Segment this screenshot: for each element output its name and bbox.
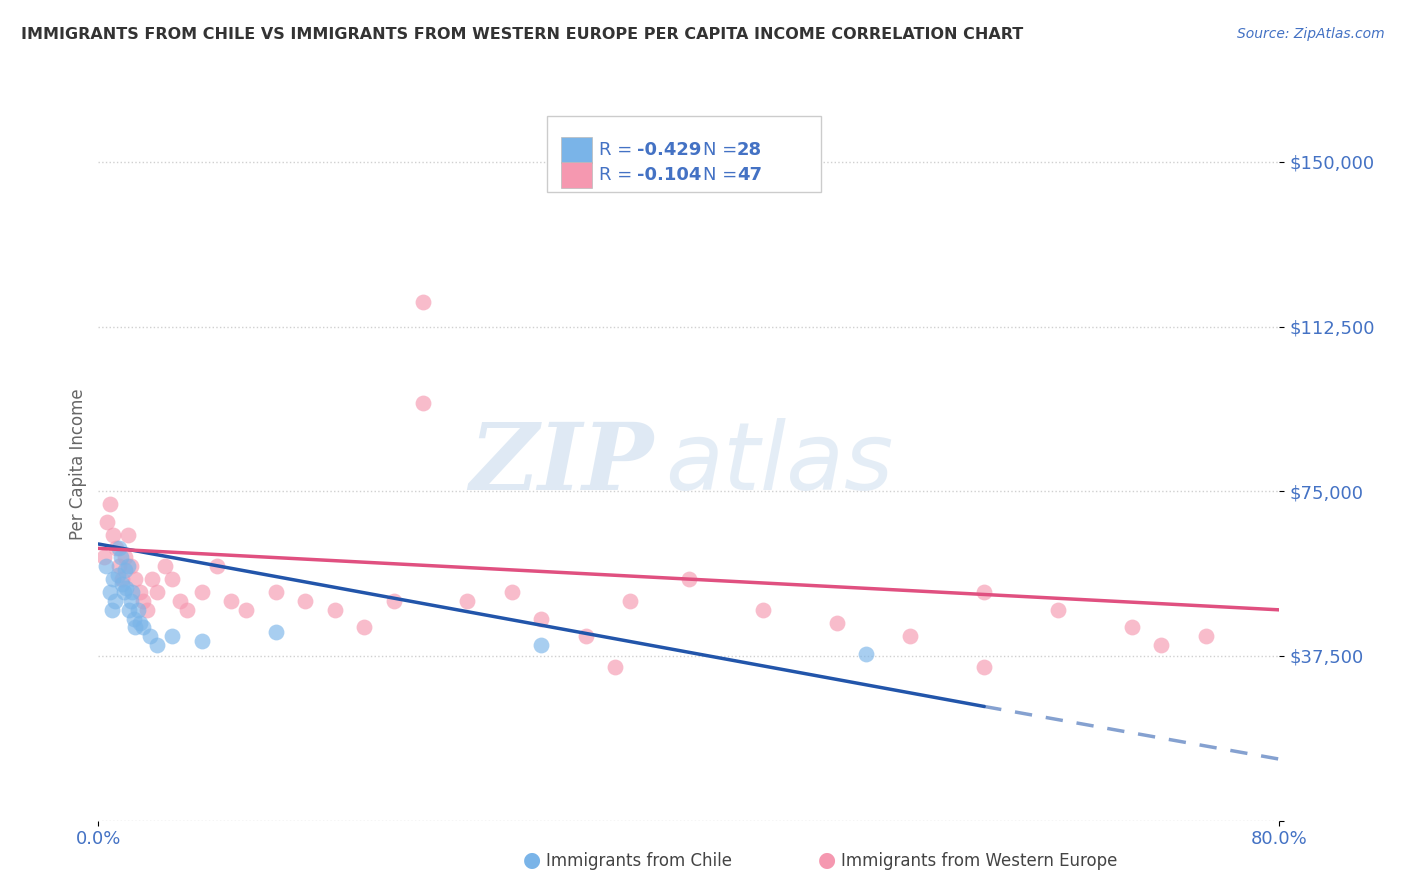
Point — [412, 295, 434, 310]
Point — [120, 594, 142, 608]
Text: R =: R = — [599, 141, 638, 159]
Point — [294, 594, 316, 608]
Point — [855, 647, 877, 661]
Point — [128, 615, 150, 630]
Point — [121, 585, 143, 599]
Text: ●: ● — [523, 850, 541, 870]
Point — [103, 572, 125, 586]
Point — [382, 594, 405, 608]
Point — [153, 558, 176, 573]
Point — [412, 396, 434, 410]
Text: R =: R = — [599, 166, 638, 184]
Point — [176, 603, 198, 617]
Point — [530, 638, 553, 652]
Point — [353, 620, 375, 634]
Point — [111, 576, 134, 591]
Point — [235, 603, 257, 617]
Point — [111, 572, 134, 586]
Point — [139, 629, 162, 643]
Text: 47: 47 — [737, 166, 762, 184]
Text: atlas: atlas — [665, 418, 894, 509]
Point — [825, 615, 848, 630]
Point — [115, 581, 138, 595]
Point — [1046, 603, 1069, 617]
Point — [900, 629, 922, 643]
Point — [323, 603, 346, 617]
Point — [108, 541, 131, 556]
Text: IMMIGRANTS FROM CHILE VS IMMIGRANTS FROM WESTERN EUROPE PER CAPITA INCOME CORREL: IMMIGRANTS FROM CHILE VS IMMIGRANTS FROM… — [21, 27, 1024, 42]
Point — [117, 528, 139, 542]
Point — [678, 572, 700, 586]
Point — [501, 585, 523, 599]
Text: Immigrants from Chile: Immigrants from Chile — [546, 852, 731, 870]
Point — [162, 572, 183, 586]
Text: Source: ZipAtlas.com: Source: ZipAtlas.com — [1237, 27, 1385, 41]
Point — [98, 498, 121, 512]
Point — [114, 563, 136, 577]
Point — [108, 558, 131, 573]
Point — [619, 594, 641, 608]
Text: ZIP: ZIP — [470, 419, 654, 508]
Point — [141, 572, 163, 586]
Point — [191, 633, 214, 648]
Point — [574, 629, 596, 643]
Point — [112, 585, 135, 599]
Y-axis label: Per Capita Income: Per Capita Income — [69, 388, 87, 540]
Point — [456, 594, 478, 608]
Point — [264, 585, 287, 599]
Point — [94, 558, 117, 573]
Text: -0.104: -0.104 — [637, 166, 702, 184]
Point — [117, 558, 139, 573]
Text: N =: N = — [703, 166, 744, 184]
Point — [93, 550, 115, 565]
Point — [264, 624, 287, 639]
Point — [122, 612, 145, 626]
Point — [162, 629, 183, 643]
Point — [110, 550, 132, 565]
Text: -0.429: -0.429 — [637, 141, 702, 159]
Point — [146, 638, 169, 652]
Text: 28: 28 — [737, 141, 762, 159]
Point — [973, 585, 995, 599]
Point — [132, 620, 155, 634]
Point — [127, 603, 149, 617]
Point — [98, 585, 121, 599]
Text: Immigrants from Western Europe: Immigrants from Western Europe — [841, 852, 1118, 870]
Point — [124, 620, 146, 634]
Point — [132, 594, 155, 608]
Point — [191, 585, 214, 599]
Point — [124, 572, 146, 586]
Point — [120, 558, 142, 573]
Point — [103, 528, 125, 542]
Point — [1195, 629, 1218, 643]
Point — [136, 603, 159, 617]
Point — [128, 585, 150, 599]
Point — [973, 660, 995, 674]
Point — [107, 567, 129, 582]
Point — [1150, 638, 1173, 652]
Text: ●: ● — [818, 850, 837, 870]
Point — [219, 594, 242, 608]
Point — [169, 594, 191, 608]
Point — [530, 612, 553, 626]
Point — [114, 550, 136, 565]
Text: N =: N = — [703, 141, 744, 159]
Point — [104, 594, 127, 608]
Point — [118, 603, 141, 617]
Point — [751, 603, 773, 617]
Point — [1121, 620, 1143, 634]
Point — [96, 515, 118, 529]
Point — [105, 541, 128, 556]
Point — [146, 585, 169, 599]
Point — [205, 558, 228, 573]
Point — [100, 603, 122, 617]
Point — [605, 660, 627, 674]
